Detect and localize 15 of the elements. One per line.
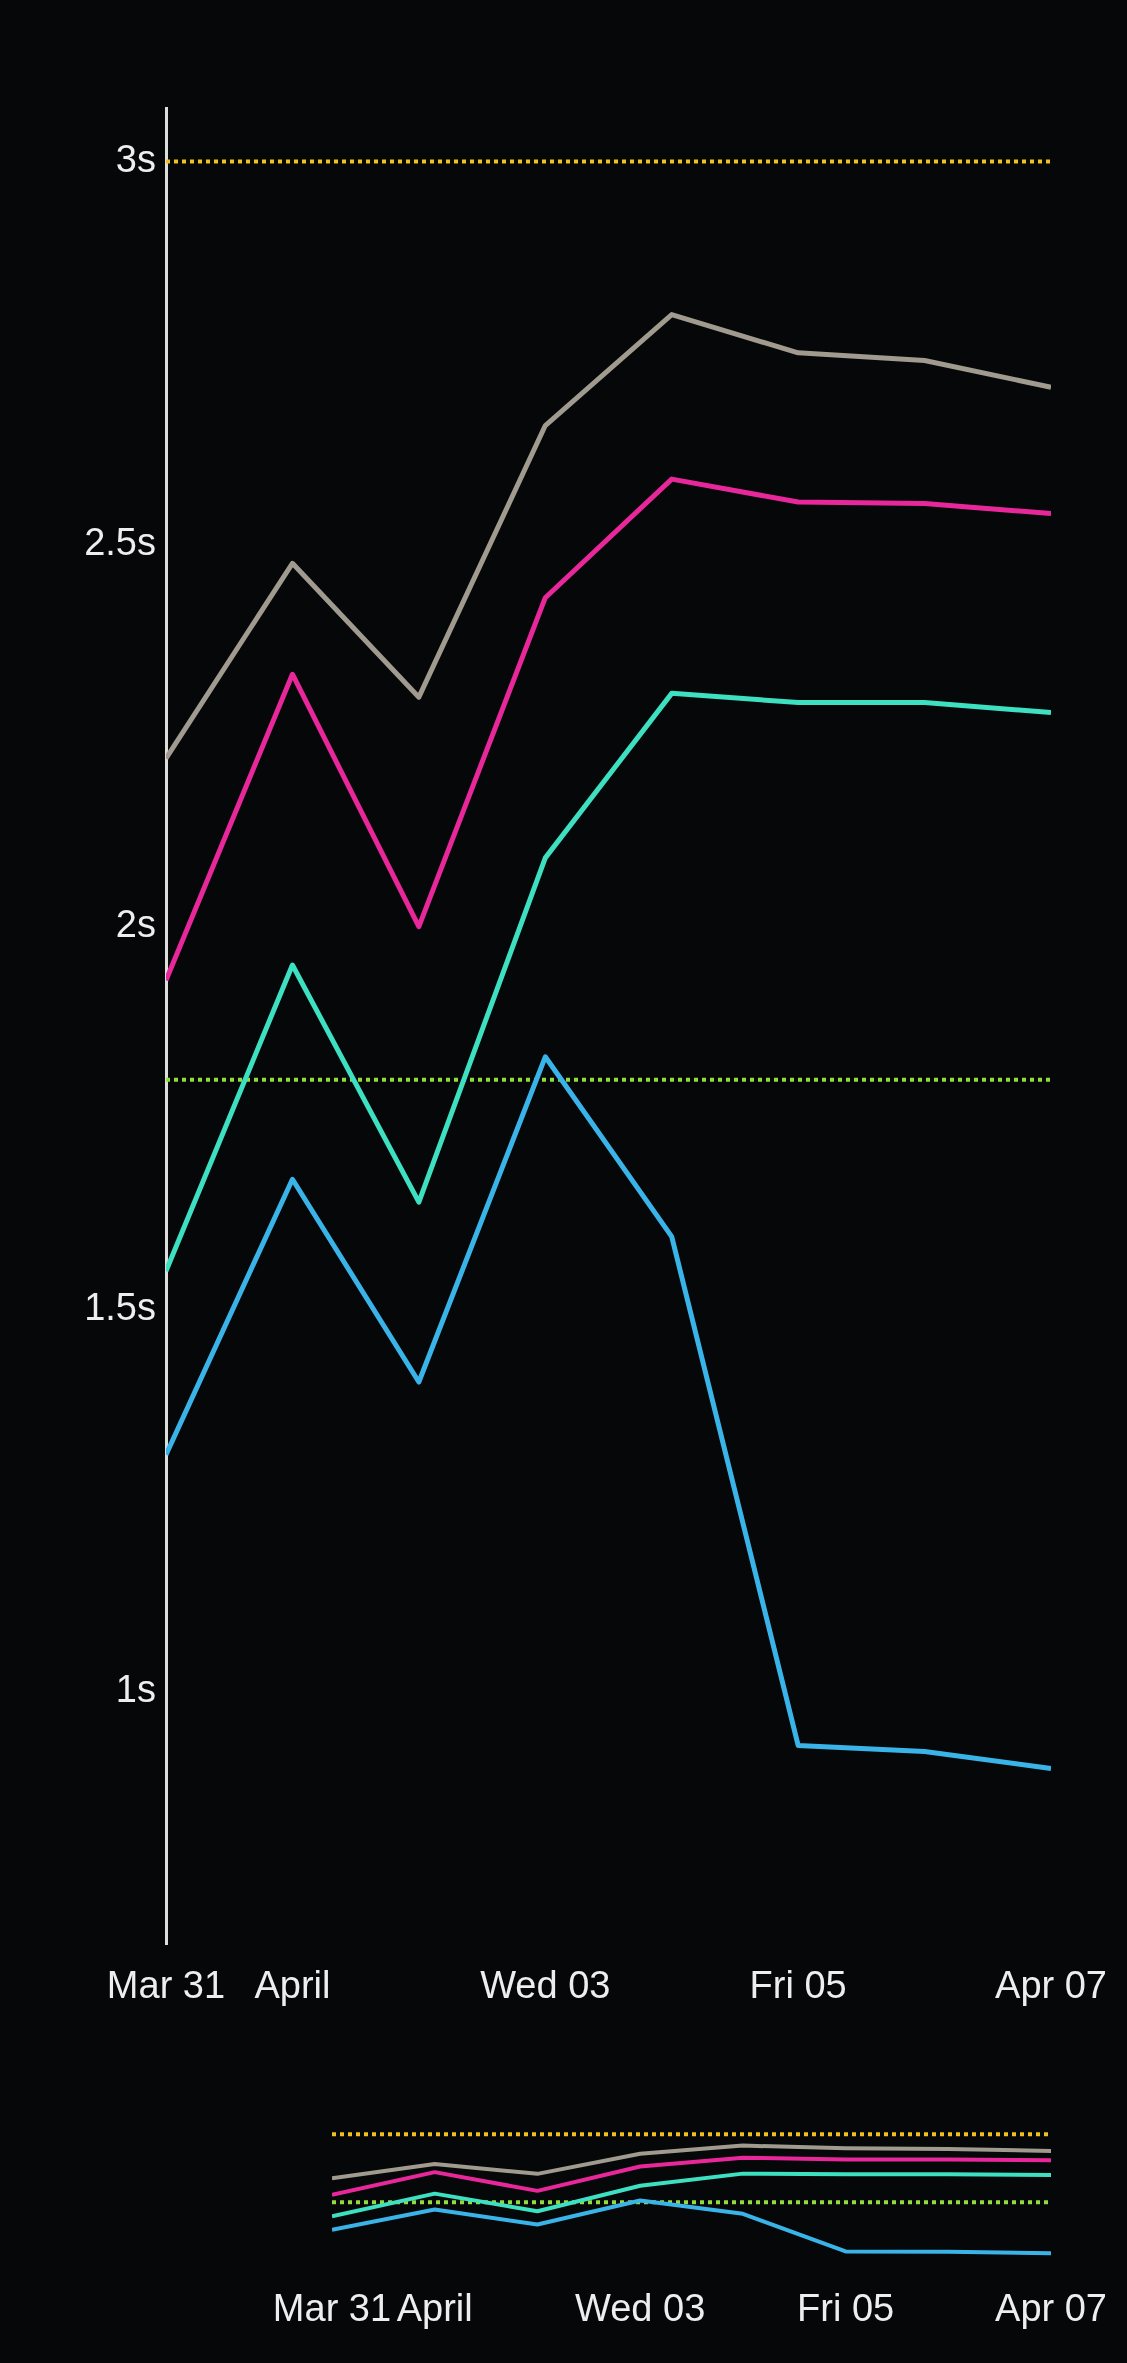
x-tick-label: Apr 07	[995, 1963, 1107, 2006]
y-tick-label: 1.5s	[84, 1285, 156, 1328]
x-tick-label: April	[396, 2286, 473, 2329]
x-tick-label: April	[254, 1963, 331, 2006]
x-tick-label: Wed 03	[575, 2286, 706, 2329]
x-tick-label: Wed 03	[480, 1963, 611, 2006]
x-tick-label: Mar 31	[106, 1963, 226, 2006]
x-tick-label: Fri 05	[797, 2286, 895, 2329]
x-tick-label: Apr 07	[995, 2286, 1107, 2329]
x-tick-label: Fri 05	[749, 1963, 847, 2006]
x-tick-label: Mar 31	[272, 2286, 392, 2329]
y-tick-label: 2s	[115, 903, 156, 946]
y-tick-label: 2.5s	[84, 520, 156, 563]
y-tick-label: 3s	[115, 138, 156, 181]
y-tick-label: 1s	[115, 1668, 156, 1711]
